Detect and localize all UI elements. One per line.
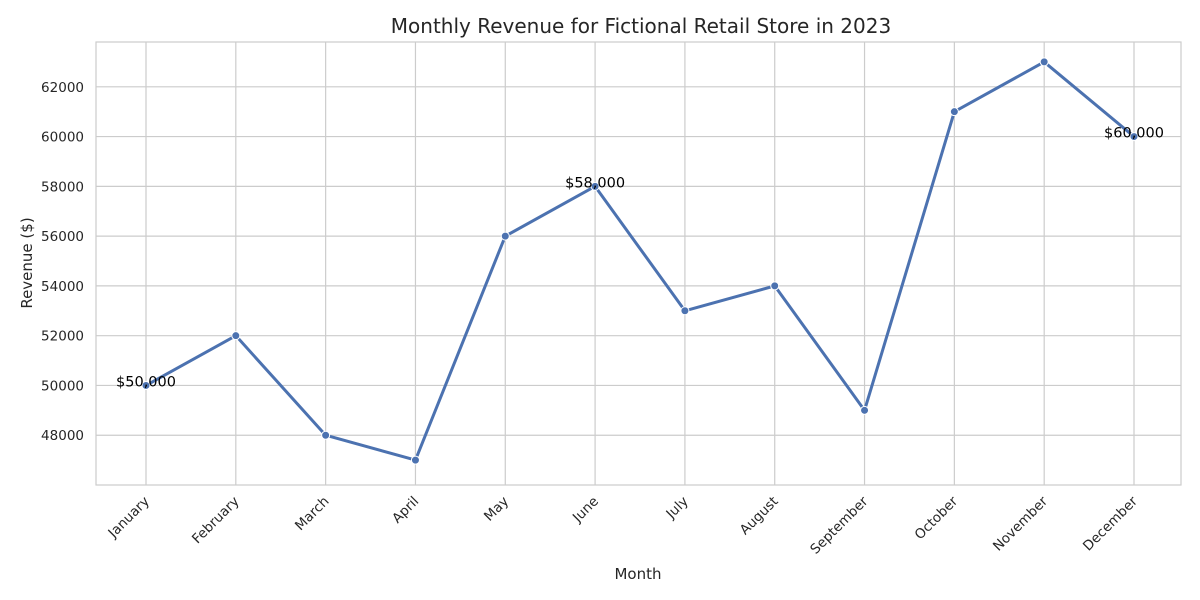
- data-label: $58,000: [565, 175, 625, 191]
- series-line: [144, 60, 1136, 462]
- x-tick-label: October: [912, 493, 962, 543]
- annotations: $50,000 $58,000 $60,000: [116, 126, 1164, 391]
- x-tick-label: September: [807, 493, 871, 557]
- data-label: $60,000: [1104, 126, 1164, 142]
- x-tick-label: July: [663, 494, 692, 523]
- data-point: [141, 380, 151, 390]
- y-tick-label: 54000: [41, 279, 84, 295]
- grid: [96, 42, 1181, 485]
- data-point: [500, 231, 510, 241]
- data-label: $50,000: [116, 374, 176, 390]
- x-tick-labels: January February March April May June July Augu…: [105, 493, 1142, 557]
- data-point: [1039, 57, 1049, 67]
- y-tick-label: 62000: [41, 80, 84, 96]
- x-tick-label: August: [737, 494, 782, 539]
- data-point: [231, 331, 241, 341]
- data-point: [321, 430, 331, 440]
- data-point: [949, 107, 959, 117]
- y-axis-label: Revenue ($): [18, 217, 36, 308]
- y-tick-labels: 48000 50000 52000 54000 56000 58000 60000 62000: [41, 80, 84, 444]
- data-point: [410, 455, 420, 465]
- y-tick-label: 58000: [41, 179, 84, 195]
- x-tick-label: January: [105, 494, 153, 542]
- x-tick-label: December: [1080, 493, 1141, 554]
- x-tick-label: May: [481, 494, 512, 525]
- y-tick-label: 48000: [41, 428, 84, 444]
- y-tick-label: 56000: [41, 229, 84, 245]
- y-tick-label: 52000: [41, 329, 84, 345]
- x-tick-label: June: [569, 494, 602, 527]
- series-revenue: [141, 57, 1139, 465]
- x-axis-label: Month: [614, 565, 661, 583]
- x-tick-label: February: [189, 494, 243, 548]
- data-point: [860, 405, 870, 415]
- chart-title: Monthly Revenue for Fictional Retail Sto…: [391, 14, 891, 38]
- y-tick-label: 50000: [41, 378, 84, 394]
- x-tick-label: November: [990, 493, 1051, 554]
- x-tick-label: March: [292, 494, 332, 534]
- y-tick-label: 60000: [41, 130, 84, 146]
- data-point: [1129, 132, 1139, 142]
- plot-frame: [95, 41, 1182, 486]
- data-point: [590, 181, 600, 191]
- x-tick-label: April: [389, 494, 422, 527]
- data-point: [770, 281, 780, 291]
- data-point: [680, 306, 690, 316]
